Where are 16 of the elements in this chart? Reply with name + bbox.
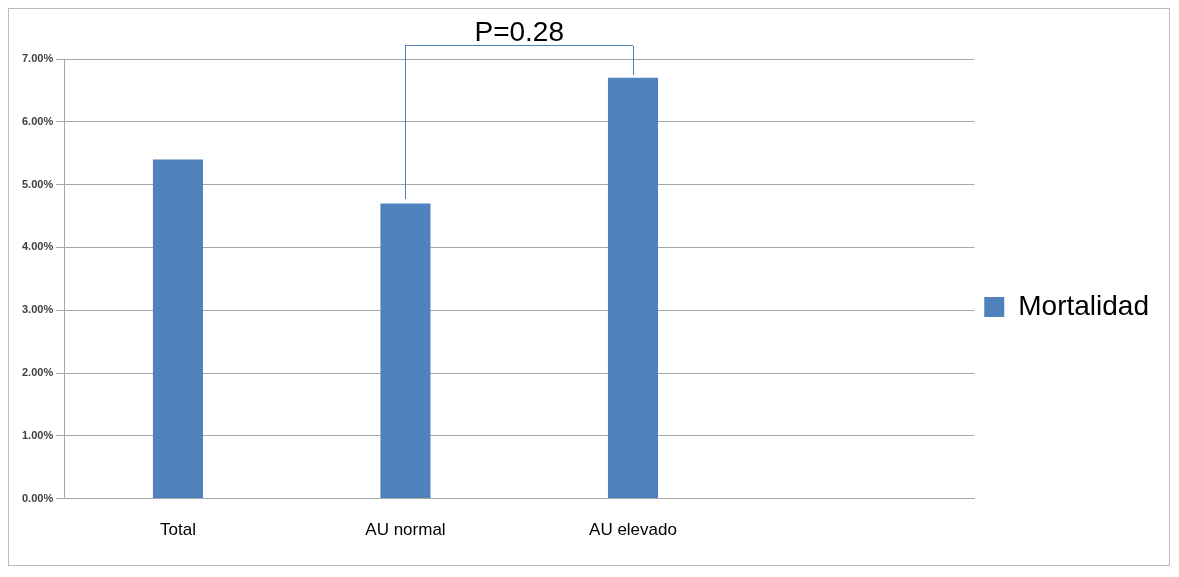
x-tick-label: Total <box>159 520 196 540</box>
bar <box>607 77 659 499</box>
y-tick-label: 1.00% <box>21 428 54 441</box>
y-tick-label: 4.00% <box>21 240 54 253</box>
bar <box>380 203 431 499</box>
y-tick-label: 0.00% <box>21 491 54 504</box>
x-tick-label: AU normal <box>365 520 446 540</box>
y-tick-label: 2.00% <box>21 366 54 379</box>
text: P=0.28 <box>474 15 564 47</box>
bar <box>152 159 203 499</box>
y-tick-label: 7.00% <box>21 52 54 65</box>
y-tick-label: 6.00% <box>21 114 54 127</box>
legend-label: Mortalidad <box>1018 289 1149 321</box>
y-tick-label: 5.00% <box>21 177 54 190</box>
x-tick-label: AU elevado <box>589 520 677 540</box>
y-tick-label: 3.00% <box>21 303 54 316</box>
